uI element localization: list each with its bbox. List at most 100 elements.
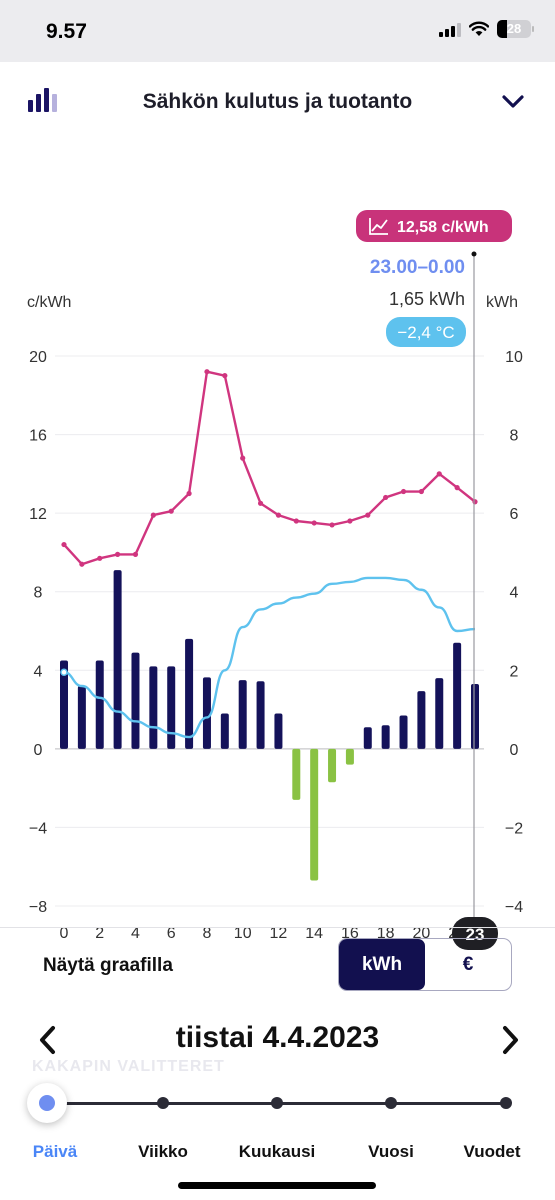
consumption-bar[interactable] xyxy=(363,727,372,749)
right-tick-label: 2 xyxy=(510,663,519,680)
consumption-bar[interactable] xyxy=(471,684,479,749)
period-kuukausi[interactable]: Kuukausi xyxy=(238,1142,316,1161)
right-axis-unit: kWh xyxy=(486,294,518,311)
consumption-bar[interactable] xyxy=(399,715,408,749)
price-point[interactable] xyxy=(97,555,103,561)
background-ghost-text: KAKAPIN VALITTERET xyxy=(32,1058,225,1075)
temperature-line xyxy=(63,576,476,739)
consumption-bar[interactable] xyxy=(60,660,68,749)
temperature-value: −2,4 °C xyxy=(397,323,454,342)
price-point[interactable] xyxy=(115,551,121,557)
period-vuosi[interactable]: Vuosi xyxy=(368,1142,414,1161)
price-point[interactable] xyxy=(365,512,371,518)
price-line xyxy=(63,370,476,566)
left-tick-label: 8 xyxy=(34,585,43,602)
price-point[interactable] xyxy=(293,518,299,524)
right-tick-label: 6 xyxy=(510,506,519,523)
price-point[interactable] xyxy=(400,488,407,495)
consumption-bar[interactable] xyxy=(238,680,247,749)
home-indicator xyxy=(178,1182,376,1189)
unit-toggle[interactable]: kWh € xyxy=(338,938,512,991)
price-point[interactable] xyxy=(150,512,156,518)
slider-stop-kuukausi[interactable] xyxy=(271,1097,283,1109)
period-labels: Päivä Viikko Kuukausi Vuosi Vuodet xyxy=(0,1142,555,1168)
period-slider[interactable] xyxy=(0,1083,555,1124)
period-viikko[interactable]: Viikko xyxy=(138,1142,188,1161)
section-divider xyxy=(0,927,555,928)
unit-option-euro[interactable]: € xyxy=(462,953,474,975)
consumption-bar[interactable] xyxy=(149,666,158,749)
consumption-bar[interactable] xyxy=(220,713,229,749)
price-badge-value: 12,58 c/kWh xyxy=(397,219,489,236)
x-tick-label: 14 xyxy=(305,925,323,942)
temperature-badge: −2,4 °C xyxy=(386,317,466,347)
left-tick-label: 20 xyxy=(29,349,47,366)
bar-chart-icon[interactable] xyxy=(28,86,57,112)
production-bar[interactable] xyxy=(292,748,301,800)
current-date: tiistai 4.4.2023 xyxy=(175,1021,380,1054)
selected-hour-badge[interactable]: 23 xyxy=(452,917,498,950)
price-point[interactable] xyxy=(132,551,139,557)
left-tick-label: 12 xyxy=(29,506,47,523)
consumption-bar[interactable] xyxy=(256,681,265,749)
price-point[interactable] xyxy=(383,494,389,501)
price-point[interactable] xyxy=(436,471,442,477)
price-point[interactable] xyxy=(240,455,246,461)
status-icons: 28 xyxy=(439,20,534,38)
price-point[interactable] xyxy=(275,512,282,518)
left-tick-label: −8 xyxy=(29,899,47,916)
unit-option-kwh[interactable]: kWh xyxy=(339,939,425,990)
consumption-bar[interactable] xyxy=(435,678,444,749)
consumption-bar[interactable] xyxy=(417,691,426,749)
price-point[interactable] xyxy=(79,561,85,567)
price-point[interactable] xyxy=(61,541,67,548)
next-day-icon[interactable] xyxy=(498,1023,524,1057)
consumption-bar[interactable] xyxy=(95,660,104,749)
x-tick-label: 8 xyxy=(203,925,212,942)
consumption-bar[interactable] xyxy=(77,686,86,749)
right-tick-label: −4 xyxy=(505,899,523,916)
price-point[interactable] xyxy=(186,490,192,497)
production-bar[interactable] xyxy=(310,748,319,881)
x-tick-label: 18 xyxy=(377,925,395,942)
consumption-bar[interactable] xyxy=(167,666,176,749)
consumption-bar[interactable] xyxy=(274,713,283,749)
consumption-bar[interactable] xyxy=(453,642,462,749)
price-point[interactable] xyxy=(311,520,317,526)
x-tick-label: 16 xyxy=(341,925,359,942)
selection-cursor-dot xyxy=(471,251,477,257)
previous-day-icon[interactable] xyxy=(34,1023,60,1057)
price-point[interactable] xyxy=(418,488,424,495)
price-point[interactable] xyxy=(347,518,353,524)
consumption-bar[interactable] xyxy=(202,677,211,749)
left-axis-unit: c/kWh xyxy=(27,294,71,311)
production-bar[interactable] xyxy=(345,748,354,765)
right-tick-label: −2 xyxy=(505,820,523,837)
production-bar[interactable] xyxy=(328,748,337,783)
slider-stop-vuodet[interactable] xyxy=(500,1097,512,1109)
price-point[interactable] xyxy=(222,373,228,379)
date-navigator: tiistai 4.4.2023 xyxy=(0,1015,555,1065)
price-point[interactable] xyxy=(257,500,264,506)
consumption-bar[interactable] xyxy=(131,652,140,749)
chevron-down-icon[interactable] xyxy=(501,90,525,114)
price-point[interactable] xyxy=(454,485,460,491)
x-tick-label: 0 xyxy=(60,925,69,942)
price-point[interactable] xyxy=(168,508,174,514)
x-tick-label: 6 xyxy=(167,925,176,942)
x-tick-label: 12 xyxy=(270,925,288,942)
period-paiva[interactable]: Päivä xyxy=(32,1142,78,1161)
slider-stop-vuosi[interactable] xyxy=(385,1097,397,1109)
battery-level: 28 xyxy=(506,21,522,36)
consumption-bar[interactable] xyxy=(381,725,390,749)
price-point[interactable] xyxy=(472,499,478,505)
price-point[interactable] xyxy=(204,369,210,375)
slider-knob[interactable] xyxy=(27,1083,67,1123)
period-vuodet[interactable]: Vuodet xyxy=(463,1142,521,1161)
consumption-bar[interactable] xyxy=(185,638,194,749)
slider-stop-viikko[interactable] xyxy=(157,1097,169,1109)
energy-value: 1,65 kWh xyxy=(389,289,465,309)
price-point[interactable] xyxy=(329,522,335,528)
consumption-bar[interactable] xyxy=(113,570,122,749)
